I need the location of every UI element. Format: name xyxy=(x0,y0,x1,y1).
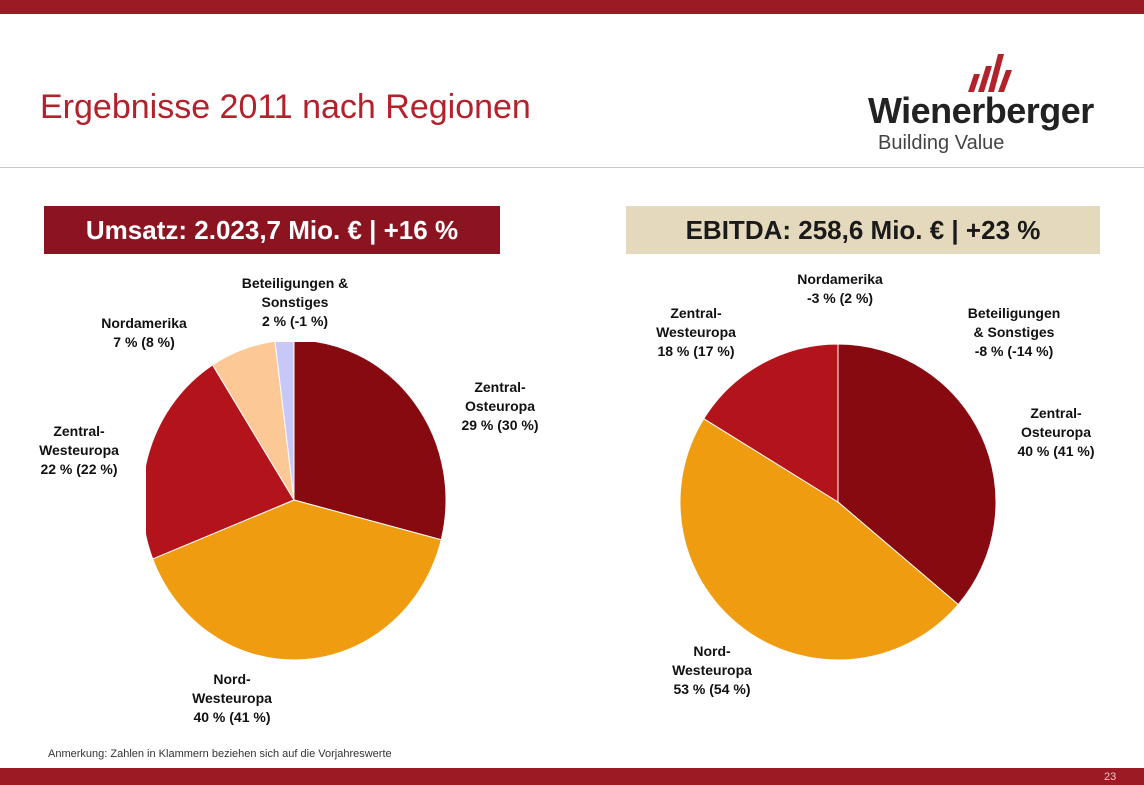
pie-label-ebitda-nordamerika: Nordamerika -3 % (2 %) xyxy=(797,271,883,306)
ebitda-pie-chart xyxy=(679,343,997,661)
revenue-pie-chart xyxy=(146,342,446,661)
pie-label-ebitda-zentral-westeuropa: Zentral- Westeuropa 18 % (17 %) xyxy=(656,305,736,359)
pie-slice-revenue-beteiligungen xyxy=(274,342,295,501)
pie-label-ebitda-nord-westeuropa: Nord- Westeuropa 53 % (54 %) xyxy=(672,643,752,697)
pie-label-revenue-nordamerika: Nordamerika 7 % (8 %) xyxy=(101,315,187,350)
pie-label-revenue-zentral-osteuropa: Zentral- Osteuropa 29 % (30 %) xyxy=(461,379,539,433)
revenue-chart-title: Umsatz: 2.023,7 Mio. € | +16 % xyxy=(44,206,500,254)
pie-label-ebitda-beteiligungen: Beteiligungen & Sonstiges -8 % (-14 %) xyxy=(967,305,1061,359)
header-divider xyxy=(0,167,1144,168)
pie-slice-revenue-nord-westeuropa xyxy=(152,499,442,661)
pie-slice-revenue-zentral-osteuropa xyxy=(293,342,446,541)
page-number: 23 xyxy=(1104,771,1117,783)
pie-slice-ebitda-zentral-westeuropa xyxy=(703,343,839,503)
pie-slice-ebitda-nord-westeuropa xyxy=(679,418,959,661)
top-brand-bar xyxy=(0,0,1144,14)
pie-slice-ebitda-zentral-osteuropa xyxy=(837,343,997,606)
footnote: Anmerkung: Zahlen in Klammern beziehen s… xyxy=(48,748,392,760)
pie-label-ebitda-zentral-osteuropa: Zentral- Osteuropa 40 % (41 %) xyxy=(1017,405,1095,459)
slide-title: Ergebnisse 2011 nach Regionen xyxy=(40,88,531,126)
logo-tagline: Building Value xyxy=(878,132,1005,154)
pie-label-revenue-nord-westeuropa: Nord- Westeuropa 40 % (41 %) xyxy=(192,671,272,725)
pie-label-revenue-beteiligungen: Beteiligungen & Sonstiges 2 % (-1 %) xyxy=(241,275,349,329)
wienerberger-logo-icon xyxy=(968,54,1012,92)
pie-slice-revenue-nordamerika xyxy=(211,342,295,501)
pie-slice-revenue-zentral-westeuropa xyxy=(146,364,295,560)
pie-label-revenue-zentral-westeuropa: Zentral- Westeuropa 22 % (22 %) xyxy=(39,423,119,477)
bottom-brand-bar xyxy=(0,768,1144,785)
ebitda-chart-title: EBITDA: 258,6 Mio. € | +23 % xyxy=(626,206,1100,254)
logo-wordmark: Wienerberger xyxy=(868,90,1094,131)
